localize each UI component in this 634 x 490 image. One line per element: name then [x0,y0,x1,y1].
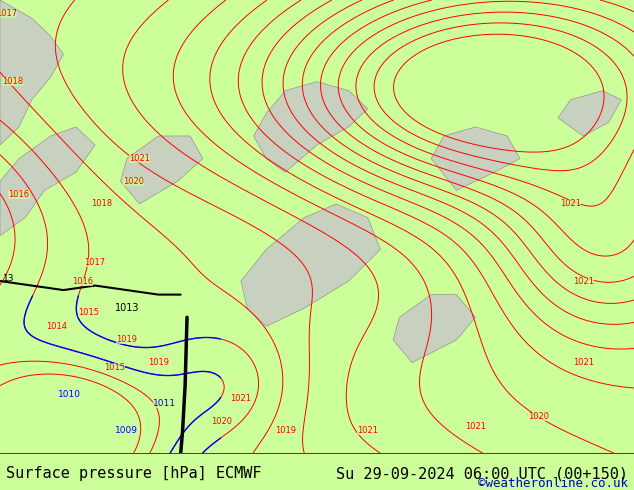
Polygon shape [254,81,368,172]
Text: 1017: 1017 [84,258,106,268]
Text: 1021: 1021 [560,199,581,208]
Polygon shape [241,204,380,326]
Text: 1020: 1020 [528,413,550,421]
Text: 1017: 1017 [0,9,17,18]
Text: 1020: 1020 [122,177,144,186]
Text: 1019: 1019 [275,426,296,435]
Text: 13: 13 [3,274,15,283]
Text: 1019: 1019 [116,336,138,344]
Text: 1021: 1021 [357,426,378,435]
Text: 1011: 1011 [153,399,176,408]
Text: 1010: 1010 [58,390,81,399]
Text: Surface pressure [hPa] ECMWF: Surface pressure [hPa] ECMWF [6,466,262,481]
Text: 1009: 1009 [115,426,138,435]
Text: 1021: 1021 [230,394,252,403]
Text: 1013: 1013 [115,303,139,313]
Text: 1021: 1021 [573,276,594,286]
Polygon shape [431,127,520,190]
Text: Su 29-09-2024 06:00 UTC (00+150): Su 29-09-2024 06:00 UTC (00+150) [335,466,628,481]
Text: 1021: 1021 [465,421,486,431]
Text: 1015: 1015 [103,363,125,371]
Text: 1014: 1014 [46,322,68,331]
Text: 1018: 1018 [2,77,23,86]
Polygon shape [558,91,621,136]
Text: 1020: 1020 [211,417,233,426]
Text: 1016: 1016 [8,191,30,199]
Polygon shape [0,0,63,145]
Text: 1021: 1021 [573,358,594,367]
Text: 1019: 1019 [148,358,169,367]
Text: 1015: 1015 [78,308,100,317]
Polygon shape [393,294,476,363]
Text: 1016: 1016 [72,276,93,286]
Polygon shape [120,136,203,204]
Text: 1021: 1021 [129,154,150,163]
Text: ©weatheronline.co.uk: ©weatheronline.co.uk [477,477,628,490]
Text: 1018: 1018 [91,199,112,208]
Polygon shape [0,127,95,236]
